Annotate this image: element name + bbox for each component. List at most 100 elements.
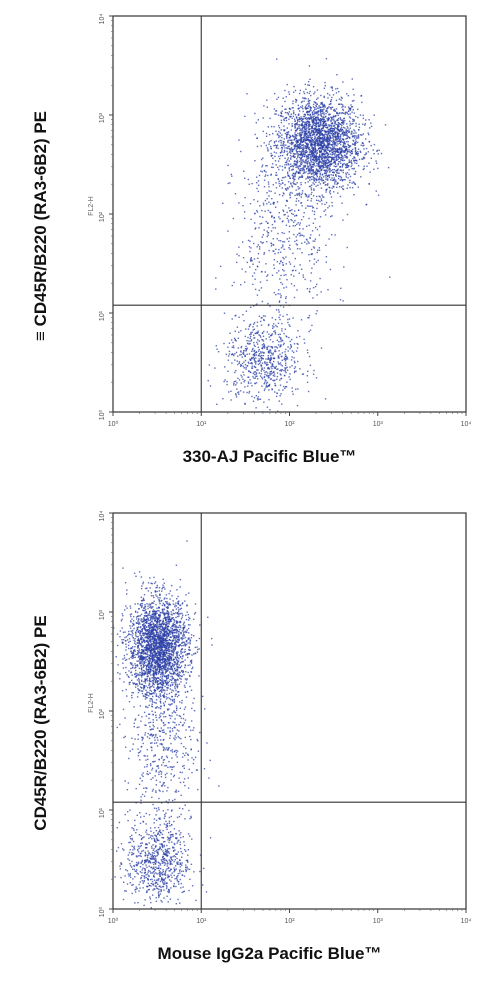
- event-dot: [256, 343, 259, 345]
- event-dot: [300, 132, 303, 134]
- event-dot: [345, 130, 347, 133]
- event-dot: [299, 132, 301, 135]
- event-dot: [308, 317, 310, 319]
- event-dot: [324, 133, 326, 135]
- event-dot: [322, 162, 324, 164]
- event-dot: [253, 334, 255, 336]
- event-dot: [337, 182, 339, 184]
- event-dot: [275, 350, 277, 353]
- event-dot: [299, 146, 301, 148]
- event-dot: [238, 393, 240, 395]
- event-dot: [315, 111, 318, 113]
- event-dot: [280, 337, 282, 339]
- event-dot: [326, 127, 329, 129]
- event-dot: [332, 94, 335, 96]
- event-dot: [272, 238, 274, 240]
- event-dot: [306, 139, 308, 141]
- event-dot: [291, 192, 293, 194]
- event-dot: [352, 118, 354, 121]
- event-dot: [299, 141, 302, 143]
- event-dot: [342, 108, 344, 110]
- event-dot: [259, 362, 261, 365]
- event-dot: [294, 156, 296, 158]
- event-dot: [297, 156, 299, 158]
- event-dot: [328, 138, 330, 140]
- event-dot: [298, 192, 301, 194]
- event-dot: [150, 638, 153, 640]
- event-dot: [340, 153, 342, 155]
- event-dot: [305, 124, 307, 126]
- event-dot: [333, 140, 335, 142]
- event-dot: [325, 170, 327, 173]
- event-dot: [251, 362, 253, 364]
- event-dot: [163, 637, 165, 640]
- event-dot: [278, 300, 281, 302]
- event-dot: [346, 150, 349, 152]
- event-dot: [297, 153, 299, 155]
- event-dot: [278, 357, 280, 359]
- event-dot: [144, 604, 146, 606]
- event-dot: [184, 666, 186, 669]
- event-dot: [264, 362, 266, 365]
- plot-panel-bottom: 10⁰ 10¹ 10² 10³ 10⁴ 10⁰ 10¹ 10² 10³ 10⁴ FL2-H CD45R…: [0, 497, 486, 994]
- event-dot: [124, 631, 126, 633]
- event-dot: [262, 346, 264, 349]
- event-dot: [319, 277, 321, 280]
- event-dot: [321, 146, 323, 149]
- event-dot: [179, 674, 181, 677]
- event-dot: [286, 147, 288, 149]
- event-dot: [180, 651, 182, 653]
- event-dot: [160, 636, 163, 638]
- event-dot: [273, 250, 275, 252]
- event-dot: [286, 217, 288, 220]
- event-dot: [274, 113, 276, 115]
- event-dot: [324, 159, 326, 161]
- event-dot: [141, 670, 143, 672]
- event-dot: [165, 660, 168, 662]
- event-dot: [162, 641, 164, 644]
- event-dot: [370, 144, 372, 147]
- event-dot: [254, 213, 256, 215]
- event-dot: [250, 333, 252, 335]
- event-dot: [153, 671, 155, 673]
- event-dot: [353, 182, 355, 184]
- event-dot: [293, 112, 295, 114]
- event-dot: [333, 168, 335, 171]
- event-dot: [292, 393, 294, 395]
- event-dot: [256, 137, 258, 139]
- event-dot: [330, 159, 333, 161]
- event-dot: [338, 103, 340, 105]
- event-dot: [330, 215, 332, 218]
- event-dot: [325, 130, 328, 133]
- event-dot: [145, 622, 147, 624]
- event-dot: [321, 158, 323, 160]
- event-dot: [176, 636, 178, 638]
- event-dot: [327, 156, 330, 158]
- event-dot: [320, 124, 322, 127]
- event-dot: [174, 680, 176, 682]
- event-dot: [249, 240, 251, 242]
- event-dot: [291, 350, 294, 352]
- event-dot: [228, 353, 231, 355]
- event-dot: [303, 161, 305, 163]
- event-dot: [317, 170, 319, 173]
- event-dot: [355, 132, 357, 134]
- event-dot: [340, 147, 343, 149]
- event-dot: [286, 160, 288, 162]
- event-dot: [305, 98, 307, 100]
- event-dot: [320, 187, 323, 189]
- event-dot: [263, 352, 265, 354]
- event-dot: [321, 155, 323, 157]
- event-dot: [244, 281, 246, 283]
- event-dot: [297, 120, 299, 122]
- event-dot: [306, 160, 309, 163]
- event-dot: [299, 163, 302, 165]
- event-dot: [351, 131, 353, 133]
- event-dot: [325, 112, 327, 115]
- event-dot: [263, 142, 265, 144]
- event-dot: [237, 347, 240, 349]
- event-dot: [270, 152, 272, 155]
- event-dot: [291, 365, 293, 367]
- event-dot: [249, 323, 252, 326]
- event-dot: [300, 119, 303, 122]
